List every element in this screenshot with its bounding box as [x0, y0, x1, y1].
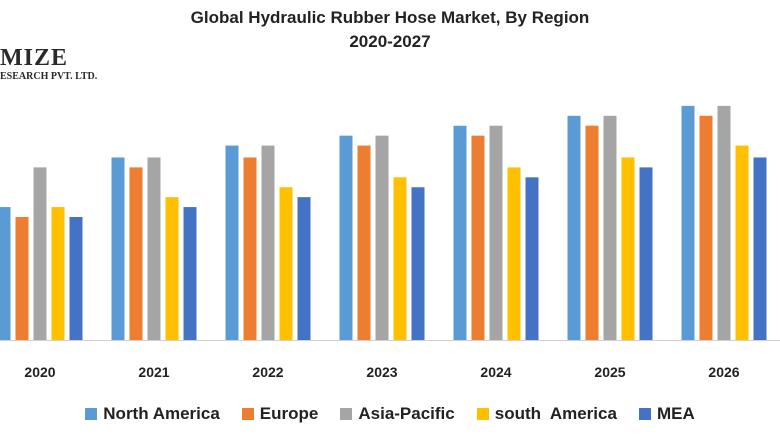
bar-2022-south-america — [279, 187, 293, 340]
legend-swatch — [241, 408, 254, 420]
bar-2021-north-america — [111, 157, 125, 340]
bar-2022-mea — [297, 197, 311, 340]
legend-label: Europe — [259, 404, 319, 423]
bar-2021-mea — [183, 207, 197, 340]
logo-text: MIZE — [0, 45, 69, 71]
bar-2026-mea — [753, 157, 767, 340]
x-tick-label: 2020 — [24, 364, 55, 380]
chart-title-line-1: Global Hydraulic Rubber Hose Market, By … — [190, 8, 590, 27]
bar-2020-south-america — [51, 207, 65, 340]
bar-2023-north-america — [339, 135, 353, 340]
legend-swatch — [476, 408, 489, 420]
bar-2026-europe — [699, 115, 713, 340]
bar-2021-south-america — [165, 197, 179, 340]
x-tick-label: 2022 — [252, 364, 283, 380]
legend-item: North America — [85, 404, 220, 424]
bars-group — [0, 105, 767, 340]
chart-title-line-2: 2020-2027 — [349, 32, 431, 51]
bar-2023-mea — [411, 187, 425, 340]
bar-2026-north-america — [681, 105, 695, 340]
x-tick-label: 2024 — [480, 364, 511, 380]
bar-2020-north-america — [0, 207, 11, 340]
bar-2020-europe — [15, 216, 29, 340]
bar-2024-asia-pacific — [489, 125, 503, 340]
bar-2022-europe — [243, 157, 257, 340]
x-tick-label: 2025 — [594, 364, 625, 380]
legend: North America Europe Asia-Pacific south … — [0, 404, 780, 424]
logo-subtext: ESEARCH PVT. LTD. — [0, 71, 98, 82]
legend-item: south America — [476, 404, 617, 424]
bar-2020-asia-pacific — [33, 167, 47, 340]
legend-swatch — [85, 408, 98, 420]
bar-2023-asia-pacific — [375, 135, 389, 340]
legend-label: MEA — [656, 404, 695, 423]
x-tick-label: 2023 — [366, 364, 397, 380]
bar-2026-asia-pacific — [717, 105, 731, 340]
bar-2020-mea — [69, 216, 83, 340]
legend-label: North America — [103, 404, 220, 423]
x-tick-label: 2021 — [138, 364, 169, 380]
bar-2025-south-america — [621, 157, 635, 340]
bar-2024-europe — [471, 135, 485, 340]
logo-watermark: MIZE ESEARCH PVT. LTD. — [0, 46, 97, 82]
legend-item: Europe — [241, 404, 319, 424]
legend-label: south America — [494, 404, 617, 423]
chart-title: Global Hydraulic Rubber Hose Market, By … — [0, 6, 780, 54]
bar-2024-north-america — [453, 125, 467, 340]
bar-chart: 2020 2021 2022 2023 2024 2025 2026 — [0, 105, 780, 380]
bar-2021-europe — [129, 167, 143, 340]
legend-label: Asia-Pacific — [358, 404, 455, 423]
legend-swatch — [340, 408, 353, 420]
legend-item: Asia-Pacific — [340, 404, 455, 424]
legend-swatch — [638, 408, 651, 420]
bar-2021-asia-pacific — [147, 157, 161, 340]
legend-item: MEA — [638, 404, 695, 424]
bar-2024-mea — [525, 177, 539, 340]
bar-2025-europe — [585, 125, 599, 340]
x-tick-labels: 2020 2021 2022 2023 2024 2025 2026 — [24, 364, 739, 380]
bar-2022-asia-pacific — [261, 145, 275, 340]
x-tick-label: 2026 — [708, 364, 739, 380]
bar-2022-north-america — [225, 145, 239, 340]
bar-2025-mea — [639, 167, 653, 340]
bar-2023-europe — [357, 145, 371, 340]
bar-2024-south-america — [507, 167, 521, 340]
bar-2026-south-america — [735, 145, 749, 340]
bar-2025-north-america — [567, 115, 581, 340]
bar-2023-south-america — [393, 177, 407, 340]
bar-2025-asia-pacific — [603, 115, 617, 340]
